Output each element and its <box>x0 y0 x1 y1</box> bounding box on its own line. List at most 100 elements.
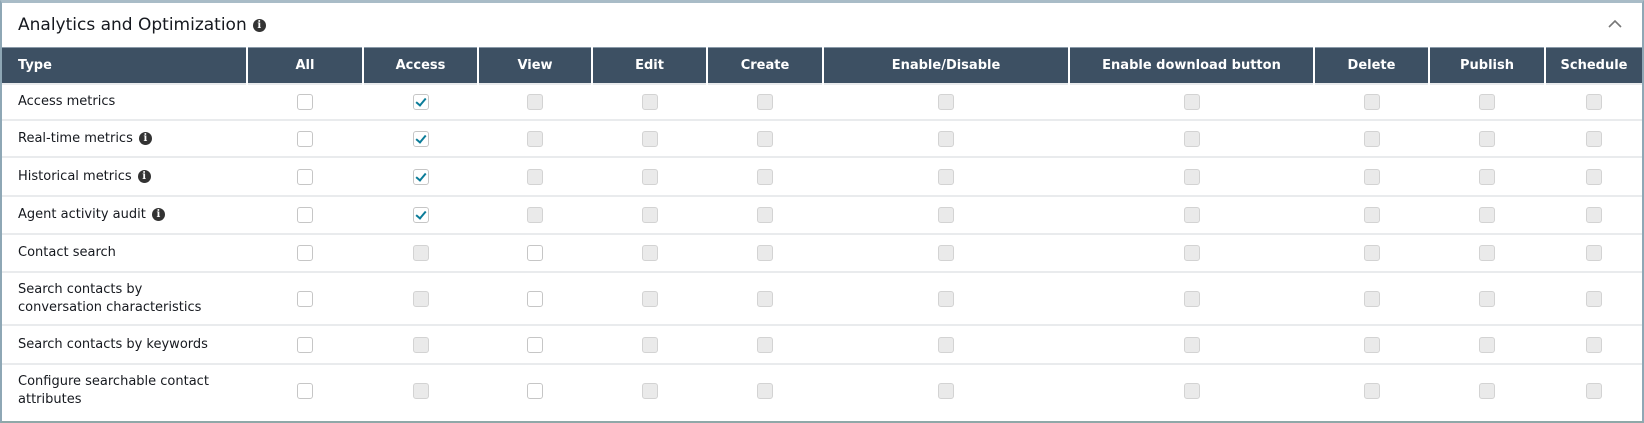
checkbox-view[interactable] <box>527 290 543 307</box>
permission-cell <box>823 363 1069 417</box>
checkbox-all[interactable] <box>297 383 313 399</box>
permission-cell <box>592 324 707 364</box>
checkbox-schedule <box>1585 290 1602 307</box>
permission-cell <box>1314 156 1429 196</box>
checkbox-edit <box>641 383 658 399</box>
checkbox-all[interactable] <box>297 245 313 261</box>
permission-cell <box>1545 195 1642 234</box>
permission-cell <box>247 233 363 272</box>
permission-cell <box>1314 233 1429 272</box>
column-header-delete: Delete <box>1313 47 1429 84</box>
checkbox-create <box>757 383 773 399</box>
info-icon[interactable]: i <box>138 131 152 145</box>
column-header-access: Access <box>362 47 478 84</box>
checkbox-access[interactable] <box>412 94 429 110</box>
table-row: Search contacts by conversation characte… <box>2 271 1642 325</box>
checkbox-view <box>527 94 543 110</box>
column-header-enable-disable: Enable/Disable <box>822 47 1069 84</box>
checkbox-enable-download-button <box>1183 245 1200 261</box>
row-label: Real-time metrics <box>18 130 133 146</box>
checkbox-all[interactable] <box>297 168 313 185</box>
row-type-cell: Search contacts by keywords <box>2 324 247 364</box>
info-icon[interactable]: i <box>252 18 266 32</box>
permission-cell <box>1545 363 1642 417</box>
permission-cell <box>707 363 823 417</box>
checkbox-all[interactable] <box>297 290 313 307</box>
table-row: Access metrics <box>2 83 1642 120</box>
checkbox-schedule <box>1585 94 1602 110</box>
checkbox-view[interactable] <box>527 245 543 261</box>
permission-cell <box>823 271 1069 325</box>
row-type-cell: Configure searchable contact attributes <box>2 363 247 417</box>
permission-cell <box>1314 271 1429 325</box>
permission-cell <box>707 324 823 364</box>
permission-cell <box>592 83 707 120</box>
permission-cell <box>247 83 363 120</box>
permission-cell <box>823 324 1069 364</box>
checkbox-delete <box>1363 336 1380 353</box>
checkbox-edit <box>641 290 658 307</box>
checkbox-delete <box>1363 207 1380 223</box>
section-header: Analytics and Optimization i <box>2 3 1642 47</box>
checkbox-enable-download-button <box>1183 290 1200 307</box>
checkbox-edit <box>641 336 658 353</box>
checkbox-view[interactable] <box>527 383 543 399</box>
info-icon[interactable]: i <box>151 208 165 221</box>
row-label: Configure searchable contact attributes <box>18 374 209 407</box>
permission-cell <box>363 195 478 234</box>
row-label: Agent activity audit <box>18 207 146 222</box>
checkbox-enable-download-button <box>1183 168 1200 185</box>
checkbox-delete <box>1363 383 1380 399</box>
checkbox-access[interactable] <box>412 130 429 147</box>
info-icon[interactable]: i <box>137 169 151 183</box>
table-row: Historical metrics i <box>2 156 1642 196</box>
row-type-cell: Historical metrics i <box>2 156 247 196</box>
permission-cell <box>247 363 363 417</box>
permission-cell <box>1545 83 1642 120</box>
checkbox-delete <box>1363 245 1380 261</box>
column-header-publish: Publish <box>1428 47 1545 84</box>
permission-cell <box>478 83 592 120</box>
checkbox-access[interactable] <box>412 168 429 185</box>
permission-cell <box>363 324 478 364</box>
checkbox-enable-disable <box>938 245 954 261</box>
permission-cell <box>707 271 823 325</box>
checkbox-access[interactable] <box>412 207 429 223</box>
checkbox-all[interactable] <box>297 207 313 223</box>
checkbox-edit <box>641 94 658 110</box>
checkbox-publish <box>1479 336 1495 353</box>
checkbox-create <box>757 207 773 223</box>
column-header-edit: Edit <box>591 47 707 84</box>
checkbox-create <box>757 94 773 110</box>
checkbox-enable-download-button <box>1183 336 1200 353</box>
permission-cell <box>247 119 363 157</box>
permission-cell <box>478 156 592 196</box>
checkbox-create <box>757 290 773 307</box>
permission-cell <box>247 195 363 234</box>
checkbox-edit <box>641 168 658 185</box>
permission-cell <box>1069 363 1314 417</box>
permission-cell <box>707 83 823 120</box>
permission-cell <box>1429 119 1545 157</box>
checkbox-delete <box>1363 130 1380 147</box>
checkbox-view[interactable] <box>527 336 543 353</box>
chevron-up-icon[interactable] <box>1606 15 1624 33</box>
column-header-schedule: Schedule <box>1544 47 1642 84</box>
checkbox-access <box>412 336 429 353</box>
permission-cell <box>363 233 478 272</box>
permission-cell <box>707 233 823 272</box>
checkbox-all[interactable] <box>297 130 313 147</box>
checkbox-enable-disable <box>938 336 954 353</box>
permission-cell <box>1069 83 1314 120</box>
checkbox-all[interactable] <box>297 94 313 110</box>
checkbox-enable-download-button <box>1183 383 1200 399</box>
permission-cell <box>1429 156 1545 196</box>
row-type-cell: Real-time metrics i <box>2 119 247 157</box>
permission-cell <box>247 271 363 325</box>
checkbox-schedule <box>1585 336 1602 353</box>
table-row: Search contacts by keywords <box>2 324 1642 364</box>
permission-cell <box>592 156 707 196</box>
checkbox-schedule <box>1585 207 1602 223</box>
checkbox-all[interactable] <box>297 336 313 353</box>
permission-cell <box>1314 324 1429 364</box>
